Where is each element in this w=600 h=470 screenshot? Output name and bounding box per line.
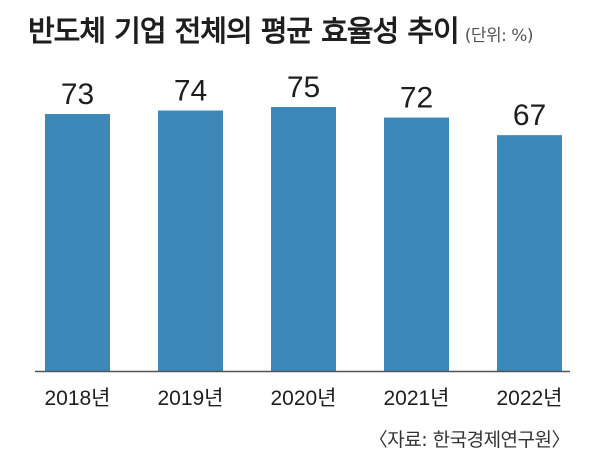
x-tick-label-2021년: 2021년 — [383, 387, 449, 410]
x-tick-label-2022년: 2022년 — [496, 387, 562, 410]
value-label-2021년: 72 — [400, 82, 433, 115]
value-label-2018년: 73 — [61, 78, 94, 111]
bar-2020년 — [271, 107, 336, 371]
value-label-2019년: 74 — [174, 75, 207, 108]
bar-2021년 — [384, 117, 449, 371]
unit-note: (단위: %) — [464, 26, 534, 46]
x-tick-label-2020년: 2020년 — [270, 387, 336, 410]
bar-2018년 — [45, 114, 110, 371]
value-label-2020년: 75 — [287, 71, 320, 104]
bar-2022년 — [497, 135, 562, 371]
source-note: 〈자료: 한국경제연구원〉 — [368, 429, 571, 451]
chart-title: 반도체 기업 전체의 평균 효율성 추이 — [28, 14, 460, 48]
value-label-2022년: 67 — [513, 99, 546, 132]
bar-2019년 — [158, 110, 223, 372]
x-tick-label-2019년: 2019년 — [157, 387, 223, 410]
x-tick-label-2018년: 2018년 — [44, 387, 110, 410]
title-row: 반도체 기업 전체의 평균 효율성 추이 (단위: %) — [28, 8, 534, 50]
